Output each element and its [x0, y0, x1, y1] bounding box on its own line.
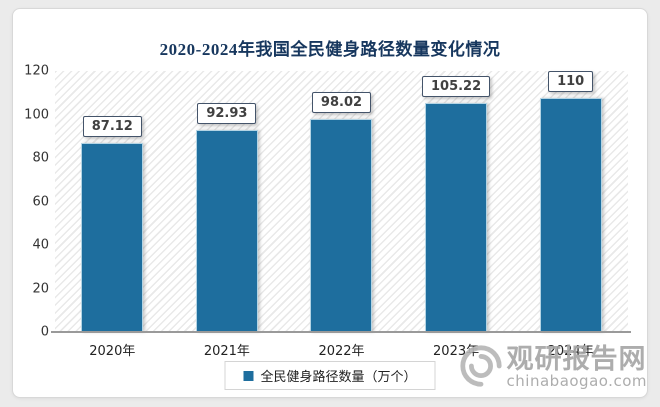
bar-slot: 92.93 [170, 71, 285, 332]
y-tick-label: 100 [24, 107, 49, 122]
x-tick-label: 2023年 [433, 344, 480, 359]
y-tick-label: 40 [32, 237, 49, 253]
x-axis-line [51, 331, 631, 333]
chart-title: 2020-2024年我国全民健身路径数量变化情况 [159, 40, 501, 59]
x-tick-label: 2024年 [547, 344, 594, 359]
bar-value-label: 98.02 [311, 91, 372, 113]
bar [195, 129, 258, 332]
legend-label: 全民健身路径数量（万个） [260, 370, 417, 385]
bar [539, 98, 602, 332]
bar-value-label: 110 [548, 71, 594, 92]
bar-value-label: 87.12 [82, 115, 142, 137]
x-axis: 2020年 2021年 2022年 2023年 2024年 [55, 340, 628, 359]
bar [81, 142, 144, 332]
bar-value-label: 92.93 [197, 102, 257, 124]
bar [310, 118, 373, 332]
bar-slot: 98.02 [284, 71, 399, 332]
y-tick-label: 0 [40, 324, 49, 340]
legend: 全民健身路径数量（万个） [224, 361, 436, 390]
bar-slot: 105.22 [399, 71, 514, 332]
y-tick-label: 60 [32, 194, 49, 209]
legend-swatch-icon [243, 370, 254, 381]
bar-slot: 87.12 [55, 71, 170, 332]
bar-value-label: 105.22 [421, 76, 491, 98]
chart-card: 2020-2024年我国全民健身路径数量变化情况 0 20 40 60 80 100 120… [12, 8, 648, 398]
x-tick-label: 2020年 [89, 344, 136, 359]
x-tick-label: 2021年 [203, 344, 250, 359]
bar-slot: 110 [513, 71, 628, 332]
watermark-url: chinabaogao.com [506, 372, 647, 391]
bar [425, 103, 488, 332]
x-tick-label: 2022年 [318, 344, 365, 359]
y-tick-label: 20 [32, 281, 49, 296]
y-tick-label: 80 [32, 150, 49, 166]
y-axis: 0 20 40 60 80 100 120 [13, 64, 49, 340]
bars: 87.12 92.93 98.02 105.22 110 [55, 71, 628, 332]
y-tick-label: 120 [24, 63, 49, 79]
